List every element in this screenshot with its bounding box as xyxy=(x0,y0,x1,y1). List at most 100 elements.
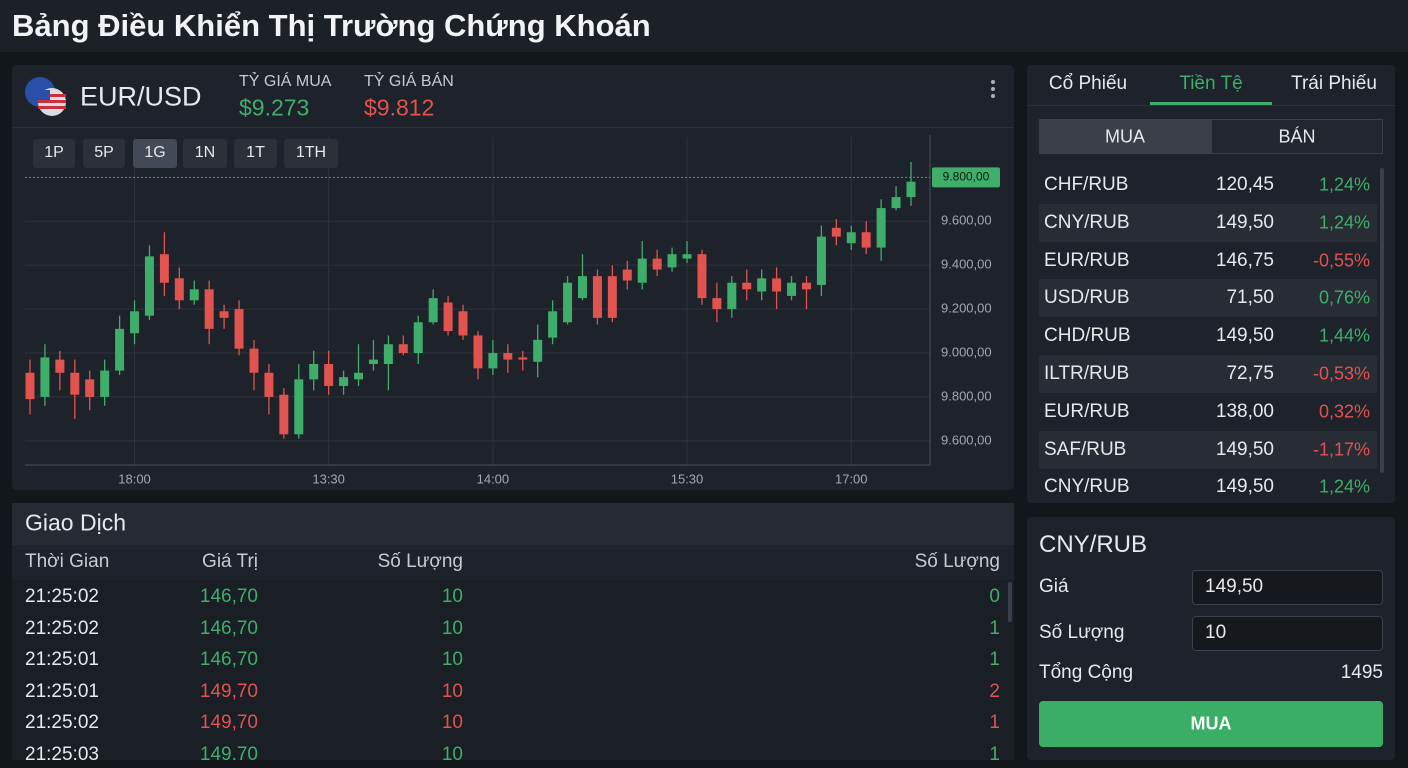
rate-pair[interactable]: CHF/RUB xyxy=(1044,174,1129,195)
rate-row-bg xyxy=(1039,203,1377,242)
qty-label: Số Lượng xyxy=(1039,622,1125,643)
qty-input[interactable] xyxy=(1192,616,1383,651)
scrollbar xyxy=(1008,582,1012,622)
timeframe-button[interactable] xyxy=(33,139,75,168)
trade-cell: 146,70 xyxy=(199,649,258,670)
side-label[interactable]: BÁN xyxy=(1278,126,1316,147)
qty-value: 10 xyxy=(1205,622,1227,643)
timeframe-label[interactable]: 1T xyxy=(246,144,265,161)
timeframe-label[interactable]: 1P xyxy=(44,144,64,161)
candle-body xyxy=(398,344,408,354)
candle-body xyxy=(443,302,453,332)
market-tab[interactable]: Cổ Phiếu xyxy=(1048,73,1128,94)
candle-body xyxy=(339,377,349,386)
candle-body xyxy=(219,311,229,318)
candle-body xyxy=(55,359,65,373)
side-label[interactable]: MUA xyxy=(1105,126,1145,147)
y-tick-label: 9.200,00 xyxy=(941,301,992,316)
candle-body xyxy=(563,282,573,323)
candle-body xyxy=(727,282,737,310)
candlestick-chart: 9.600,00 9.400,00 9.200,00 9.000,00 9.800,00… xyxy=(25,135,1000,486)
menu-button[interactable] xyxy=(987,78,999,100)
candle-body xyxy=(413,322,423,354)
trades-column: Thời Gian xyxy=(25,551,110,572)
trade-cell: 149,70 xyxy=(199,743,258,765)
candle-body xyxy=(130,311,140,334)
candle-body xyxy=(234,309,244,349)
trade-cell: 10 xyxy=(441,586,463,607)
trade-cell: 21:25:02 xyxy=(25,712,99,733)
rate-price: 149,50 xyxy=(1215,476,1274,498)
side-toggle[interactable] xyxy=(1039,119,1211,154)
trade-cell: 21:25:02 xyxy=(25,617,99,639)
rate-change: 0,32% xyxy=(1318,401,1370,422)
last-price-box xyxy=(932,167,1000,188)
x-tick-label: 15:30 xyxy=(671,471,704,486)
x-tick-label: 14:00 xyxy=(477,471,510,486)
trade-cell: 1 xyxy=(989,743,1000,765)
candle-body xyxy=(772,278,782,292)
timeframe-button[interactable] xyxy=(284,139,338,168)
x-tick-label: 18:00 xyxy=(118,471,151,486)
timeframe-button[interactable] xyxy=(234,139,277,168)
candle-body xyxy=(906,181,916,198)
trade-cell: 146,70 xyxy=(199,586,258,607)
trade-cell: 2 xyxy=(989,680,1000,702)
pair-flag xyxy=(25,77,66,116)
candle-body xyxy=(159,254,169,283)
bottom-mask xyxy=(0,760,1408,768)
side-toggle[interactable] xyxy=(1211,119,1383,154)
rate-price: 149,50 xyxy=(1215,325,1274,347)
rate-pair[interactable]: ILTR/RUB xyxy=(1044,363,1130,384)
candle-body xyxy=(891,197,901,209)
rate-pair[interactable]: SAF/RUB xyxy=(1044,438,1127,460)
rate-pair[interactable]: CHD/RUB xyxy=(1044,325,1131,347)
buy-button[interactable] xyxy=(1039,701,1383,747)
candle-body xyxy=(861,232,871,248)
candle-body xyxy=(712,298,722,310)
order-title: CNY/RUB xyxy=(1039,531,1148,558)
sell-value: $9.812 xyxy=(364,94,435,121)
market-tab[interactable]: Trái Phiếu xyxy=(1291,73,1377,94)
candle-body xyxy=(115,328,125,371)
rate-pair[interactable]: CNY/RUB xyxy=(1044,211,1130,233)
total-label: Tổng Cộng xyxy=(1039,662,1134,683)
candle-body xyxy=(70,372,80,395)
timeframe-button[interactable] xyxy=(133,139,177,168)
buy-label: TỶ GIÁ MUA xyxy=(239,73,332,90)
candle-body xyxy=(652,258,662,270)
pair-name: EUR/USD xyxy=(80,81,202,112)
trade-cell: 21:25:02 xyxy=(25,586,99,607)
rate-change: -0,55% xyxy=(1312,250,1370,271)
trade-cell: 10 xyxy=(441,649,463,670)
candle-body xyxy=(637,258,647,283)
candle-body xyxy=(174,278,184,301)
buy-button-label[interactable]: MUA xyxy=(1190,713,1232,734)
candle-body xyxy=(279,394,289,435)
timeframe-button[interactable] xyxy=(83,139,125,168)
buy-value: $9.273 xyxy=(239,94,310,121)
rate-pair[interactable]: USD/RUB xyxy=(1044,287,1130,309)
timeframe-button[interactable] xyxy=(183,139,227,168)
timeframe-label[interactable]: 1N xyxy=(194,144,216,161)
rate-pair[interactable]: EUR/RUB xyxy=(1044,400,1130,422)
rate-price: 149,50 xyxy=(1215,438,1274,460)
price-input[interactable] xyxy=(1192,570,1383,605)
divider xyxy=(12,127,1014,128)
timeframe-label[interactable]: 1TH xyxy=(295,144,327,161)
candle-body xyxy=(324,363,334,386)
rate-row-bg xyxy=(1039,355,1377,393)
rate-change: -1,17% xyxy=(1312,439,1370,460)
timeframe-label[interactable]: 1G xyxy=(144,144,166,161)
scrollbar xyxy=(1380,168,1384,473)
market-tab[interactable]: Tiền Tệ xyxy=(1179,73,1243,94)
candle-body xyxy=(518,357,528,360)
x-tick-label: 17:00 xyxy=(835,471,868,486)
rate-pair[interactable]: EUR/RUB xyxy=(1044,249,1130,271)
candle-body xyxy=(592,276,602,318)
timeframe-label[interactable]: 5P xyxy=(94,144,114,161)
candle-body xyxy=(204,289,214,329)
page-title: Bảng Điều Khiển Thị Trường Chứng Khoán xyxy=(12,8,651,43)
y-tick-label: 9.400,00 xyxy=(941,257,992,272)
rate-pair[interactable]: CNY/RUB xyxy=(1044,476,1130,498)
